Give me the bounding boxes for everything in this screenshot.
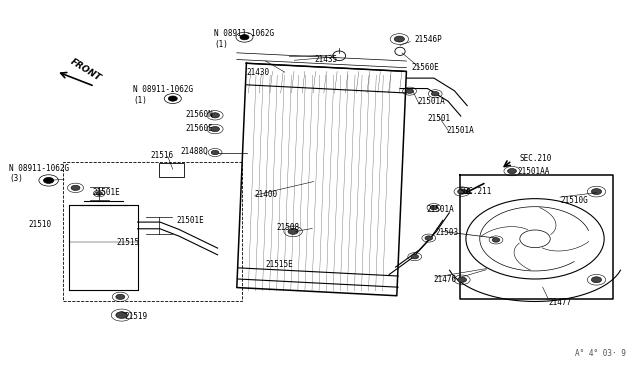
Circle shape xyxy=(211,126,220,132)
Text: 21519: 21519 xyxy=(125,312,148,321)
Text: 21430: 21430 xyxy=(246,68,269,77)
Text: 21515E: 21515E xyxy=(266,260,293,269)
Text: 21501A: 21501A xyxy=(447,126,474,135)
Circle shape xyxy=(211,113,220,118)
Text: 21510: 21510 xyxy=(28,220,51,229)
Circle shape xyxy=(458,277,467,282)
Circle shape xyxy=(492,238,500,242)
Text: 21501: 21501 xyxy=(428,114,451,123)
Circle shape xyxy=(116,312,127,318)
Text: 21476: 21476 xyxy=(433,275,456,283)
Text: 21510G: 21510G xyxy=(560,196,588,205)
Circle shape xyxy=(430,205,438,210)
Circle shape xyxy=(425,236,433,240)
Circle shape xyxy=(431,92,439,96)
Circle shape xyxy=(44,177,54,183)
Circle shape xyxy=(591,277,602,283)
Text: N 08911-1062G
(3): N 08911-1062G (3) xyxy=(9,164,69,183)
Circle shape xyxy=(458,189,467,194)
Text: 21400: 21400 xyxy=(254,190,277,199)
Circle shape xyxy=(168,96,177,101)
Text: 21501A: 21501A xyxy=(417,97,445,106)
Text: 21503: 21503 xyxy=(435,228,458,237)
Text: 21435: 21435 xyxy=(315,55,338,64)
Circle shape xyxy=(508,169,516,174)
Circle shape xyxy=(240,35,249,40)
Text: 21546P: 21546P xyxy=(415,35,442,44)
Circle shape xyxy=(411,254,419,259)
Text: 21560E: 21560E xyxy=(186,124,213,133)
Text: 21515: 21515 xyxy=(116,238,140,247)
Text: SEC.211: SEC.211 xyxy=(460,187,492,196)
Text: N 08911-1062G
(1): N 08911-1062G (1) xyxy=(133,85,193,105)
Text: 21508: 21508 xyxy=(276,223,300,232)
Circle shape xyxy=(288,228,298,234)
Text: FRONT: FRONT xyxy=(69,57,103,83)
Text: 21501E: 21501E xyxy=(176,216,204,225)
Text: 21477: 21477 xyxy=(548,298,572,307)
Text: SEC.210: SEC.210 xyxy=(520,154,552,163)
Text: 21560E: 21560E xyxy=(412,63,439,72)
Text: 21488Q: 21488Q xyxy=(180,147,208,155)
Text: 21501E: 21501E xyxy=(93,188,120,197)
Circle shape xyxy=(591,189,602,195)
Text: 21501A: 21501A xyxy=(427,205,454,214)
Circle shape xyxy=(96,192,102,195)
Text: N 08911-1062G
(1): N 08911-1062G (1) xyxy=(214,29,275,49)
Circle shape xyxy=(406,89,413,93)
Text: 21501AA: 21501AA xyxy=(517,167,550,176)
Circle shape xyxy=(71,185,80,190)
Text: 21560N: 21560N xyxy=(186,110,213,119)
Text: 21516: 21516 xyxy=(150,151,173,160)
Text: A° 4° 03· 9: A° 4° 03· 9 xyxy=(575,349,626,358)
Circle shape xyxy=(394,36,404,42)
Circle shape xyxy=(211,150,219,155)
Circle shape xyxy=(116,294,125,299)
